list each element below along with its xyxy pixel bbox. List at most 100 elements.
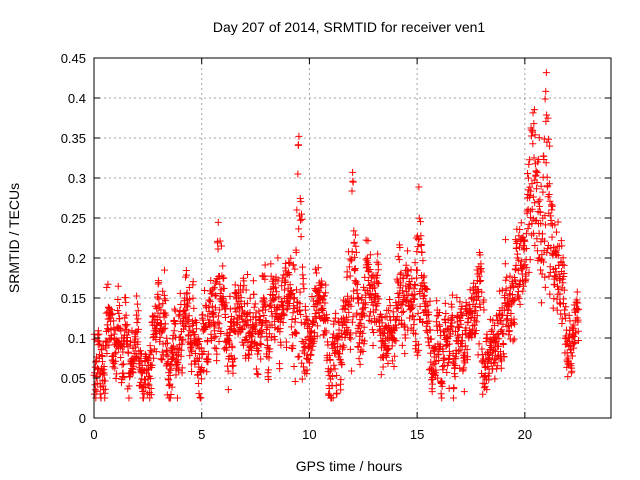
data-point [147, 375, 155, 383]
data-point [533, 216, 541, 224]
data-point [211, 327, 219, 335]
data-point [388, 342, 396, 350]
data-point [357, 319, 365, 327]
data-point [423, 285, 431, 293]
data-point [542, 159, 550, 167]
data-point [333, 372, 341, 380]
y-tick-label: 0.3 [68, 171, 86, 186]
data-point [462, 324, 470, 332]
data-point [224, 386, 232, 394]
data-point [210, 284, 218, 292]
data-point [567, 360, 575, 368]
data-point [380, 342, 388, 350]
data-point [312, 314, 320, 322]
data-point [257, 355, 265, 363]
data-point [289, 342, 297, 350]
data-point [111, 364, 119, 372]
data-point [215, 320, 223, 328]
data-point [552, 228, 560, 236]
data-point [291, 378, 299, 386]
data-point [541, 237, 549, 245]
y-axis-label: SRMTID / TECUs [6, 183, 22, 293]
data-point [283, 343, 291, 351]
plot-frame [93, 57, 612, 419]
data-point [436, 322, 444, 330]
y-tick-label: 0.1 [68, 331, 86, 346]
data-point [184, 299, 192, 307]
data-point [272, 284, 280, 292]
data-point [564, 373, 572, 381]
data-point [113, 370, 121, 378]
data-point [560, 269, 568, 277]
data-point [497, 317, 505, 325]
data-point [558, 315, 566, 323]
data-point [574, 316, 582, 324]
data-point [401, 350, 409, 358]
data-point [541, 273, 549, 281]
data-point [501, 260, 509, 268]
data-point [162, 340, 170, 348]
data-point [362, 299, 370, 307]
data-point [129, 369, 137, 377]
data-point [566, 327, 574, 335]
data-point [243, 317, 251, 325]
data-point [308, 346, 316, 354]
data-point [134, 325, 142, 333]
data-point [103, 350, 111, 358]
data-point [408, 275, 416, 283]
data-point [519, 233, 527, 241]
data-point [114, 282, 122, 290]
data-point [527, 132, 535, 140]
y-tick-label: 0.25 [61, 211, 86, 226]
data-point [530, 106, 538, 114]
data-point [548, 233, 556, 241]
data-point [389, 336, 397, 344]
data-point [234, 319, 242, 327]
data-point [475, 292, 483, 300]
data-point [536, 208, 544, 216]
data-point [152, 348, 160, 356]
data-point [132, 311, 140, 319]
data-point [433, 297, 441, 305]
data-point [404, 247, 412, 255]
data-point [439, 348, 447, 356]
data-point [488, 351, 496, 359]
data-point [214, 218, 222, 226]
data-point [517, 219, 525, 227]
data-point [292, 248, 300, 256]
data-point [422, 302, 430, 310]
data-point [244, 270, 252, 278]
data-point [306, 359, 314, 367]
y-tick-label: 0.05 [61, 371, 86, 386]
data-point [277, 341, 285, 349]
data-point [459, 331, 467, 339]
data-point [415, 346, 423, 354]
data-point [297, 311, 305, 319]
data-point [464, 353, 472, 361]
data-point [310, 319, 318, 327]
data-point [171, 305, 179, 313]
data-point [104, 280, 112, 288]
data-point [264, 376, 272, 384]
data-point [289, 309, 297, 317]
data-point [510, 335, 518, 343]
data-point [411, 345, 419, 353]
data-point [546, 290, 554, 298]
data-point [411, 291, 419, 299]
data-point [246, 309, 254, 317]
data-point [556, 299, 564, 307]
data-point [305, 356, 313, 364]
data-point [483, 386, 491, 394]
data-point [240, 341, 248, 349]
data-point [533, 247, 541, 255]
data-point [485, 376, 493, 384]
data-point [294, 170, 302, 178]
data-point [340, 343, 348, 351]
data-point [348, 187, 356, 195]
data-point [416, 302, 424, 310]
data-point [420, 279, 428, 287]
data-point [357, 346, 365, 354]
data-point [350, 238, 358, 246]
data-point [226, 305, 234, 313]
data-point [561, 310, 569, 318]
